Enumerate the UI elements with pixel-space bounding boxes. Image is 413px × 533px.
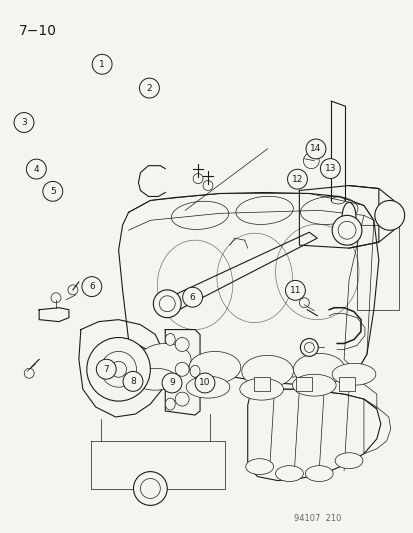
Text: 7: 7 bbox=[103, 365, 109, 374]
Circle shape bbox=[320, 159, 339, 179]
Circle shape bbox=[87, 337, 150, 401]
Circle shape bbox=[26, 159, 46, 179]
Text: 7−10: 7−10 bbox=[19, 23, 57, 38]
Ellipse shape bbox=[292, 374, 335, 396]
Circle shape bbox=[374, 200, 404, 230]
Circle shape bbox=[82, 277, 102, 296]
Ellipse shape bbox=[275, 466, 303, 481]
Ellipse shape bbox=[331, 364, 375, 385]
Bar bbox=[296, 377, 311, 391]
Text: 11: 11 bbox=[289, 286, 300, 295]
Text: 4: 4 bbox=[33, 165, 39, 174]
Circle shape bbox=[175, 362, 189, 376]
Text: 3: 3 bbox=[21, 118, 27, 127]
Ellipse shape bbox=[165, 398, 175, 410]
Ellipse shape bbox=[186, 376, 229, 398]
Circle shape bbox=[139, 78, 159, 98]
Circle shape bbox=[305, 139, 325, 159]
Ellipse shape bbox=[245, 459, 273, 474]
Text: 6: 6 bbox=[89, 282, 95, 291]
Text: 1: 1 bbox=[99, 60, 105, 69]
Circle shape bbox=[175, 392, 189, 406]
Ellipse shape bbox=[189, 351, 240, 383]
Text: 9: 9 bbox=[169, 378, 175, 387]
Circle shape bbox=[287, 169, 307, 189]
Circle shape bbox=[96, 359, 116, 379]
Text: 12: 12 bbox=[291, 175, 302, 184]
Circle shape bbox=[153, 290, 181, 318]
Text: 10: 10 bbox=[199, 378, 210, 387]
Text: 2: 2 bbox=[146, 84, 152, 93]
Text: 14: 14 bbox=[309, 144, 321, 154]
Ellipse shape bbox=[335, 453, 362, 469]
Text: 5: 5 bbox=[50, 187, 55, 196]
Circle shape bbox=[300, 338, 318, 357]
Circle shape bbox=[175, 337, 189, 351]
Circle shape bbox=[285, 280, 305, 300]
Ellipse shape bbox=[305, 466, 332, 481]
Ellipse shape bbox=[190, 365, 199, 377]
Circle shape bbox=[195, 373, 214, 393]
Circle shape bbox=[14, 112, 34, 132]
Ellipse shape bbox=[133, 368, 177, 390]
Text: 6: 6 bbox=[189, 293, 195, 302]
Ellipse shape bbox=[293, 353, 344, 385]
Ellipse shape bbox=[165, 334, 175, 345]
Ellipse shape bbox=[139, 343, 191, 375]
Circle shape bbox=[123, 372, 142, 391]
Bar bbox=[253, 377, 269, 391]
Ellipse shape bbox=[241, 356, 293, 387]
Circle shape bbox=[43, 181, 63, 201]
Circle shape bbox=[133, 472, 167, 505]
Circle shape bbox=[331, 215, 361, 245]
Circle shape bbox=[182, 287, 202, 307]
Circle shape bbox=[162, 373, 182, 393]
Text: 8: 8 bbox=[130, 377, 135, 386]
Bar bbox=[338, 377, 354, 391]
Text: 13: 13 bbox=[324, 164, 335, 173]
Text: 94107  210: 94107 210 bbox=[294, 514, 341, 523]
Ellipse shape bbox=[239, 378, 283, 400]
Ellipse shape bbox=[341, 203, 355, 232]
Circle shape bbox=[92, 54, 112, 74]
